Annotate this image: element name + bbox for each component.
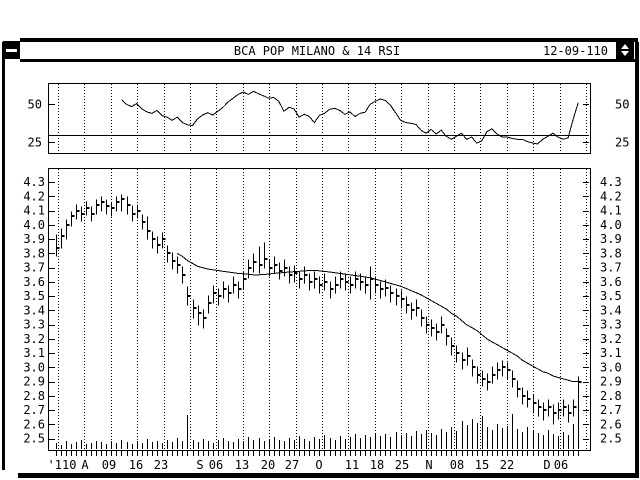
svg-text:3.3: 3.3 [600, 318, 622, 332]
svg-text:27: 27 [285, 458, 299, 472]
svg-text:3.5: 3.5 [600, 289, 622, 303]
svg-text:4.0: 4.0 [600, 218, 622, 232]
dash-icon [6, 49, 17, 52]
svg-text:3.4: 3.4 [23, 303, 45, 317]
weekly-gridlines [58, 84, 587, 449]
svg-text:3.7: 3.7 [600, 261, 622, 275]
svg-text:2.8: 2.8 [600, 389, 622, 403]
svg-text:4.3: 4.3 [600, 175, 622, 189]
svg-text:D: D [543, 458, 550, 472]
svg-text:3.4: 3.4 [600, 303, 622, 317]
svg-text:3.9: 3.9 [600, 232, 622, 246]
svg-text:3.6: 3.6 [600, 275, 622, 289]
date-axis: '110 A 09 16 23 S 06 13 20 27 O 11 18 25 N 08 15 22 D 06 [48, 450, 579, 472]
moving-average-series [177, 253, 579, 383]
svg-text:2.7: 2.7 [600, 403, 622, 417]
svg-text:3.2: 3.2 [600, 332, 622, 346]
svg-text:3.8: 3.8 [600, 246, 622, 260]
svg-text:08: 08 [450, 458, 464, 472]
window-border-right [635, 42, 639, 478]
svg-text:2.7: 2.7 [23, 403, 45, 417]
window-date: 12-09-110 [542, 44, 608, 58]
svg-text:2.5: 2.5 [600, 432, 622, 446]
system-menu-button[interactable] [3, 41, 20, 59]
svg-text:15: 15 [475, 458, 489, 472]
panel-frames [48, 83, 591, 451]
svg-text:O: O [315, 458, 322, 472]
svg-text:3.3: 3.3 [23, 318, 45, 332]
svg-text:2.8: 2.8 [23, 389, 45, 403]
svg-text:N: N [425, 458, 432, 472]
window-title: BCA POP MILANO & 14 RSI [233, 44, 401, 58]
svg-text:3.1: 3.1 [600, 346, 622, 360]
window-border-top [20, 38, 638, 42]
svg-text:22: 22 [500, 458, 514, 472]
window-border-left [2, 42, 5, 470]
svg-text:3.5: 3.5 [23, 289, 45, 303]
svg-text:4.0: 4.0 [23, 218, 45, 232]
svg-text:2.9: 2.9 [23, 375, 45, 389]
up-arrow-icon [621, 44, 629, 49]
svg-text:25: 25 [615, 135, 629, 149]
svg-text:4.1: 4.1 [600, 204, 622, 218]
svg-text:50: 50 [615, 97, 629, 111]
svg-text:16: 16 [129, 458, 143, 472]
svg-text:3.0: 3.0 [23, 360, 45, 374]
svg-text:06: 06 [209, 458, 223, 472]
svg-text:2.5: 2.5 [23, 432, 45, 446]
window-border-bottom [18, 473, 638, 478]
svg-text:13: 13 [235, 458, 249, 472]
svg-text:3.0: 3.0 [600, 360, 622, 374]
svg-text:09: 09 [102, 458, 116, 472]
svg-text:25: 25 [28, 135, 42, 149]
titlebar[interactable]: BCA POP MILANO & 14 RSI 12-09-110 [22, 43, 612, 59]
price-axis: 4.3 4.34.2 4.24.1 4.14.0 4.03.9 3.93.8 3.83.7 3… [23, 175, 621, 445]
svg-text:25: 25 [395, 458, 409, 472]
down-arrow-icon [621, 51, 629, 56]
svg-text:3.7: 3.7 [23, 261, 45, 275]
price-bars [56, 194, 582, 425]
svg-text:18: 18 [370, 458, 384, 472]
svg-text:3.1: 3.1 [23, 346, 45, 360]
rsi-axis: 25 25 50 50 [28, 97, 630, 149]
svg-text:3.6: 3.6 [23, 275, 45, 289]
svg-text:2.6: 2.6 [23, 417, 45, 431]
moving-average-line [177, 253, 579, 383]
svg-text:'110: '110 [48, 458, 77, 472]
svg-text:3.2: 3.2 [23, 332, 45, 346]
svg-text:4.3: 4.3 [23, 175, 45, 189]
svg-text:2.6: 2.6 [600, 417, 622, 431]
titlebar-underline [20, 59, 635, 62]
svg-text:06: 06 [554, 458, 568, 472]
svg-text:2.9: 2.9 [600, 375, 622, 389]
rsi-line [121, 90, 579, 145]
svg-text:4.2: 4.2 [600, 189, 622, 203]
svg-text:50: 50 [28, 97, 42, 111]
svg-text:3.8: 3.8 [23, 246, 45, 260]
rsi-series [121, 90, 579, 145]
svg-text:23: 23 [154, 458, 168, 472]
svg-text:S: S [196, 458, 203, 472]
svg-text:4.1: 4.1 [23, 204, 45, 218]
resize-arrows-button[interactable] [616, 41, 634, 59]
svg-text:20: 20 [261, 458, 275, 472]
svg-text:3.9: 3.9 [23, 232, 45, 246]
volume-bars [56, 412, 579, 449]
svg-text:A: A [81, 458, 89, 472]
svg-text:4.2: 4.2 [23, 189, 45, 203]
svg-text:11: 11 [345, 458, 359, 472]
